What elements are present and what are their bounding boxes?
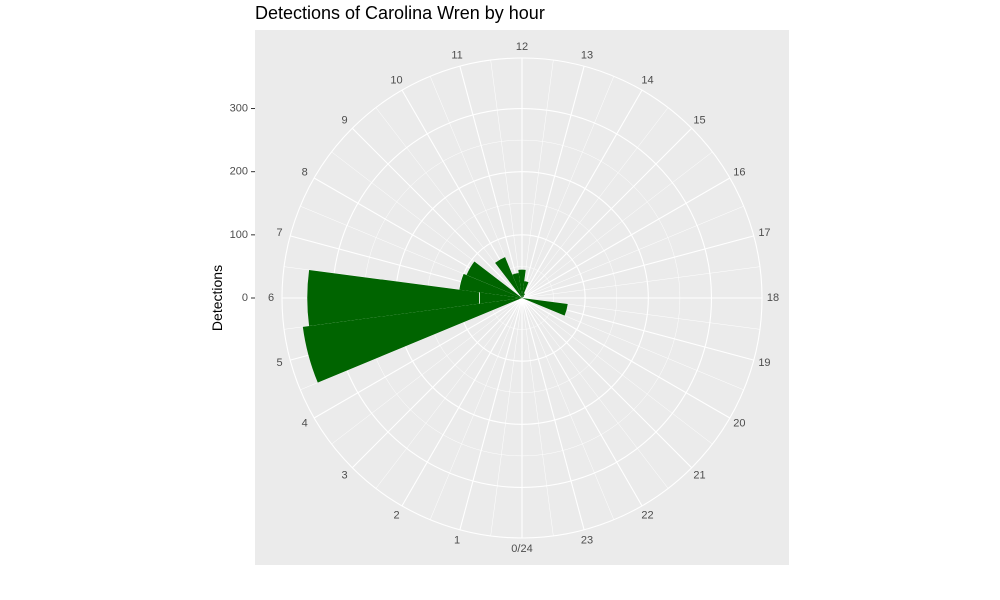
major-spoke (459, 66, 523, 299)
minor-spoke (490, 60, 523, 299)
major-spoke (521, 177, 731, 299)
hour-label: 12 (516, 41, 528, 53)
hour-label: 16 (733, 167, 745, 179)
hour-label: 21 (693, 469, 705, 481)
minor-spoke (521, 297, 554, 536)
bar-hour-5 (302, 298, 522, 383)
bar-hour-13 (522, 281, 529, 298)
major-spoke (313, 297, 523, 419)
minor-spoke (521, 205, 744, 299)
bar-hour-10 (495, 257, 522, 298)
chart-title: Detections of Carolina Wren by hour (255, 3, 545, 23)
hour-label: 18 (767, 292, 779, 304)
minor-spoke (521, 297, 615, 520)
hour-label: 17 (758, 227, 770, 239)
major-spoke (401, 297, 523, 507)
minor-spoke (521, 107, 669, 299)
y-tick-label: 300 (230, 103, 248, 115)
minor-spoke (521, 297, 669, 489)
minor-spoke (521, 266, 760, 299)
bar-hour-7 (459, 273, 522, 298)
major-spoke (521, 297, 585, 530)
hour-label: 7 (276, 227, 282, 239)
major-spoke (521, 89, 643, 299)
hour-label: 9 (341, 115, 347, 127)
bar-hour-6 (307, 269, 522, 327)
hour-label: 0/24 (511, 543, 532, 555)
hour-label: 11 (451, 50, 462, 62)
minor-spoke (521, 297, 744, 391)
major-spoke (521, 127, 693, 299)
bar-hour-19 (522, 298, 568, 316)
hour-label: 23 (581, 534, 593, 546)
major-spoke (521, 297, 731, 419)
minor-spoke (521, 297, 713, 445)
major-spoke (521, 66, 585, 299)
minor-spoke (521, 297, 760, 330)
hour-label: 13 (581, 50, 593, 62)
hour-label: 15 (693, 115, 705, 127)
hour-label: 14 (641, 75, 653, 87)
major-spoke (521, 297, 643, 507)
major-spoke (521, 297, 693, 469)
hour-label: 4 (302, 418, 308, 430)
bar-hour-8 (466, 261, 522, 298)
hour-label: 8 (302, 167, 308, 179)
minor-spoke (490, 297, 523, 536)
bars-layer (302, 257, 568, 383)
hour-label: 6 (268, 292, 274, 304)
hour-labels-layer: 0/24123456789101112131415161718192021222… (268, 41, 779, 555)
hour-label: 1 (454, 534, 460, 546)
hour-label: 22 (641, 509, 653, 521)
minor-spoke (429, 297, 523, 520)
minor-spoke (521, 60, 554, 299)
hour-label: 20 (733, 418, 745, 430)
bar-hour-14 (522, 293, 526, 298)
bar-hour-15 (522, 295, 525, 298)
minor-spoke (521, 76, 615, 299)
minor-spoke (521, 151, 713, 299)
y-axis-layer: 0 100 200 300 (230, 103, 255, 304)
major-spoke (351, 127, 523, 299)
hour-label: 3 (341, 469, 347, 481)
hour-label: 5 (276, 357, 282, 369)
hour-label: 2 (393, 509, 399, 521)
major-spoke (351, 297, 523, 469)
y-tick-label: 0 (242, 292, 248, 304)
y-tick-label: 100 (230, 229, 248, 241)
major-spoke (521, 235, 754, 299)
minor-spoke (375, 297, 523, 489)
hour-label: 10 (390, 75, 402, 87)
bar-hour-12 (518, 269, 526, 298)
y-tick-label: 200 (230, 166, 248, 178)
major-spoke (459, 297, 523, 530)
bar-hour-11 (512, 272, 522, 298)
hour-label: 19 (758, 357, 770, 369)
minor-spoke (331, 297, 523, 445)
